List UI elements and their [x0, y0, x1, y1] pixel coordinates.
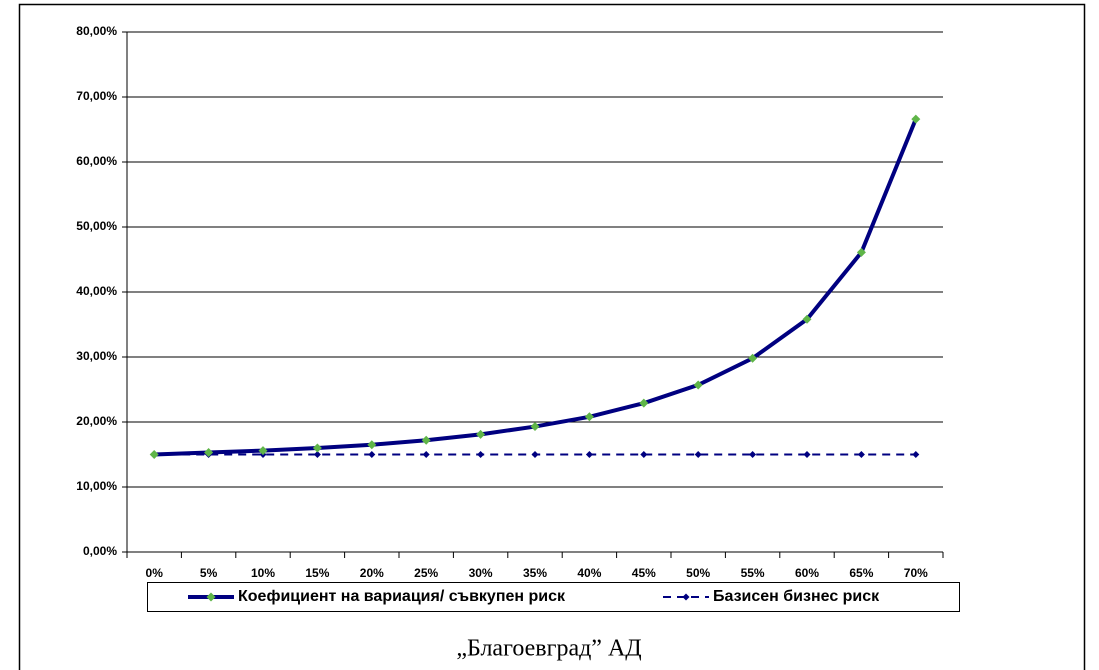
x-tick-label: 70% [904, 566, 928, 580]
marker [584, 412, 594, 422]
legend-label: Базисен бизнес риск [713, 588, 880, 605]
x-tick-label: 40% [577, 566, 601, 580]
frame [18, 3, 1086, 670]
marker [694, 451, 702, 458]
x-tick-label: 35% [523, 566, 547, 580]
marker [312, 443, 322, 453]
legend-marker [682, 593, 690, 601]
x-tick-label: 50% [686, 566, 710, 580]
caption: „Благоевград” АД [456, 636, 641, 662]
x-tick-label: 60% [795, 566, 819, 580]
marker [585, 451, 593, 458]
legend-marker [206, 592, 216, 602]
marker [477, 451, 485, 458]
y-tick-label: 70,00% [76, 89, 117, 103]
marker [204, 448, 214, 458]
marker [911, 114, 921, 124]
marker [421, 435, 431, 445]
marker [803, 451, 811, 458]
x-tick-label: 5% [200, 566, 218, 580]
y-tick-label: 30,00% [76, 349, 117, 363]
x-tick-label: 10% [251, 566, 275, 580]
marker [639, 398, 649, 408]
x-tick-label: 15% [305, 566, 329, 580]
marker [149, 450, 159, 459]
y-tick-label: 0,00% [83, 544, 117, 558]
marker [857, 451, 865, 458]
marker [258, 446, 268, 456]
marker [368, 451, 376, 458]
y-tick-label: 60,00% [76, 154, 117, 168]
marker [313, 451, 321, 458]
marker [693, 380, 703, 390]
marker [640, 451, 648, 458]
marker [422, 451, 430, 458]
marker [367, 440, 377, 450]
x-tick-label: 30% [469, 566, 493, 580]
marker [856, 247, 866, 257]
x-tick-label: 55% [741, 566, 765, 580]
marker [476, 429, 486, 439]
y-tick-label: 20,00% [76, 414, 117, 428]
series-line [154, 118, 918, 457]
marker [749, 451, 757, 458]
legend-label: Коефициент на вариация/ съвкупен риск [238, 588, 566, 605]
legend-box [147, 582, 960, 612]
marker [802, 314, 812, 324]
x-tick-label: 20% [360, 566, 384, 580]
marker [748, 353, 758, 363]
x-tick-label: 25% [414, 566, 438, 580]
x-tick-label: 45% [632, 566, 656, 580]
y-tick-label: 40,00% [76, 284, 117, 298]
marker [530, 422, 540, 432]
marker [912, 451, 920, 458]
marker [531, 451, 539, 458]
y-tick-label: 50,00% [76, 219, 117, 233]
x-tick-label: 0% [146, 566, 164, 580]
x-tick-label: 65% [849, 566, 873, 580]
y-tick-label: 80,00% [76, 24, 117, 38]
y-tick-label: 10,00% [76, 479, 117, 493]
